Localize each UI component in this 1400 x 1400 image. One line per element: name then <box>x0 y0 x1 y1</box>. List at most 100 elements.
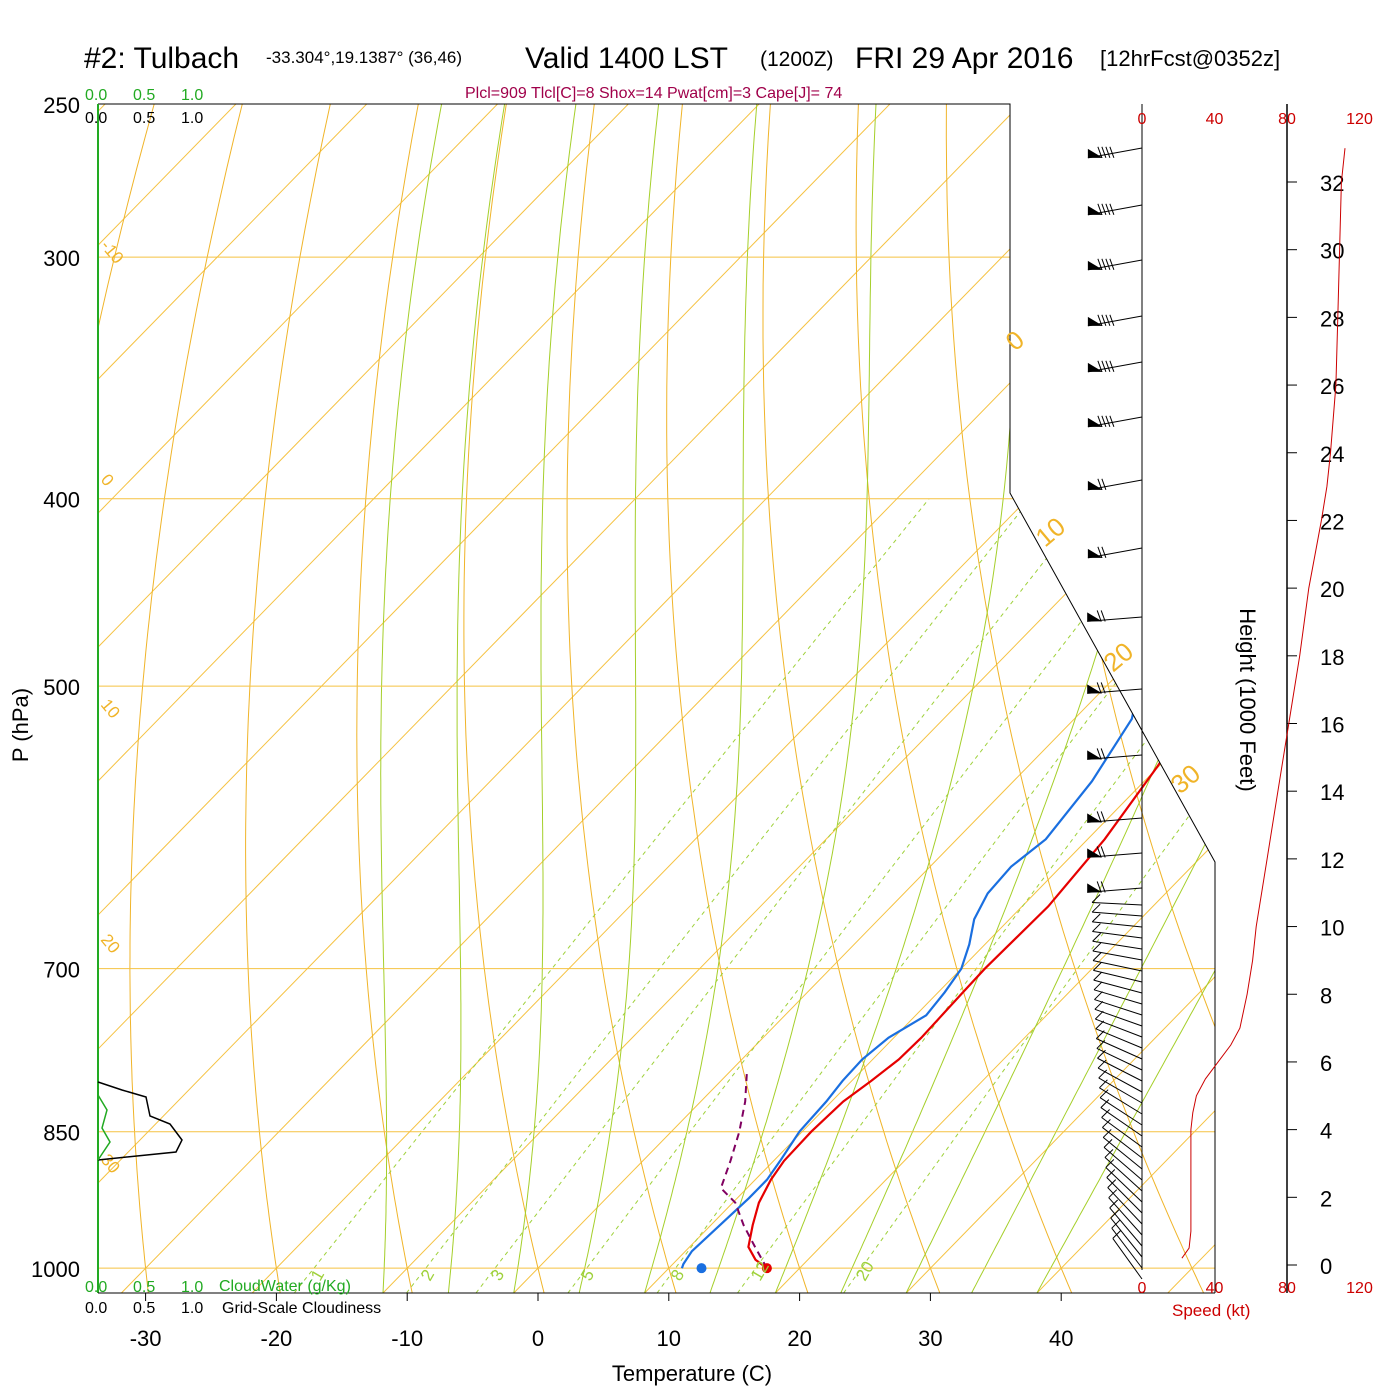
isotherm-line <box>98 104 289 1293</box>
cloud-top-black-0: 0.0 <box>85 110 107 127</box>
wind-barb <box>1093 969 1143 983</box>
wind-barb-feather <box>1105 415 1111 428</box>
cloudiness-label: Grid-Scale Cloudiness <box>222 1300 381 1317</box>
dry-adiabat-line <box>98 104 129 1293</box>
wind-barb-feather <box>1110 1209 1120 1219</box>
wind-barb <box>1105 1167 1143 1203</box>
isotherm-line <box>1167 104 1215 1293</box>
dry-adiabat-line <box>0 0 45 1293</box>
wind-barb-feather <box>1092 923 1101 932</box>
dry-adiabat-line <box>945 104 1205 1293</box>
wind-barb <box>1092 940 1143 950</box>
wind-barb-feather <box>1092 932 1101 942</box>
mixing-ratio-label: 2 <box>417 1266 438 1284</box>
temperature-line <box>747 136 1215 1270</box>
wind-barb <box>1100 1107 1143 1137</box>
mixing-ratio-label: 5 <box>577 1266 598 1284</box>
wind-barb-feather <box>1101 146 1107 159</box>
dry-adiabat-line <box>666 104 809 1293</box>
speed-tick-label-bottom: 40 <box>1206 1280 1224 1297</box>
wind-barb-feather <box>1112 1230 1122 1239</box>
wind-barb-pennant <box>1087 848 1103 858</box>
moist-adiabat-line <box>578 104 686 1293</box>
wind-barb <box>1102 1137 1143 1170</box>
x-tick-label: -30 <box>130 1326 162 1351</box>
wind-barb <box>1092 911 1143 917</box>
cloud-top-green-2: 1.0 <box>181 87 203 104</box>
speed-tick-label-top: 40 <box>1206 111 1224 128</box>
dry-adiabat-line <box>356 104 459 1293</box>
wind-barb-feather <box>1097 258 1103 271</box>
wind-barb-feather <box>1099 1089 1109 1099</box>
wind-barb <box>1092 950 1143 961</box>
cloud-axis-bottom: 0.0 0.5 1.0 CloudWater (g/Kg) 0.0 0.5 1.… <box>85 1278 381 1317</box>
wind-panel: 0246810121416182022242628303200404080801… <box>1087 104 1373 1297</box>
x-axis-title: Temperature (C) <box>612 1361 772 1386</box>
height-tick-label: 22 <box>1320 509 1344 534</box>
wind-barb <box>1112 1238 1143 1280</box>
dry-adiabat-line <box>566 104 677 1293</box>
wind-barb-feather <box>1101 546 1107 559</box>
isotherm-line <box>1036 104 1215 1293</box>
wind-barb <box>1098 1077 1143 1104</box>
height-tick-label: 26 <box>1320 374 1344 399</box>
forecast-date: FRI 29 Apr 2016 <box>855 42 1073 75</box>
y-tick-label: 500 <box>43 675 80 700</box>
cloudiness-profile <box>97 1081 183 1161</box>
wind-barb <box>1111 1227 1143 1269</box>
mixing-ratio-line <box>475 498 1094 1293</box>
wind-barb-pennant <box>1087 417 1103 427</box>
wind-barb-feather <box>1109 203 1115 216</box>
y-tick-label: 850 <box>43 1121 80 1146</box>
dry-adiabat-label: 20 <box>1098 636 1139 678</box>
wind-barb-feather <box>1097 314 1103 327</box>
surface-dewpoint-dot <box>696 1263 707 1274</box>
height-tick-label: 6 <box>1320 1051 1332 1076</box>
y-tick-label: 700 <box>43 958 80 983</box>
mixing-ratio-line <box>656 498 1215 1293</box>
forecast-cycle: [12hrFcst@0352z] <box>1100 46 1280 71</box>
dry-adiabat-line <box>855 104 1073 1293</box>
wind-barb-feather <box>1102 1129 1112 1138</box>
wind-barb <box>1096 1047 1143 1071</box>
speed-tick-label-bottom: 0 <box>1138 1280 1147 1297</box>
wind-barb-feather <box>1105 146 1111 159</box>
wind-barb-feather <box>1103 1139 1113 1148</box>
mixing-ratio-label: 12 <box>747 1258 773 1284</box>
cloud-top-green-0: 0.0 <box>85 87 107 104</box>
wind-barb-pennant <box>1087 316 1103 326</box>
x-tick-label: 0 <box>532 1326 544 1351</box>
isotherm-line <box>513 104 1215 1293</box>
isotherm-line <box>121 104 1215 1293</box>
cloud-top-black-2: 1.0 <box>181 110 203 127</box>
dry-adiabat-line <box>129 104 294 1293</box>
x-tick-label: -10 <box>391 1326 423 1351</box>
wind-barb-feather <box>1092 952 1102 962</box>
wind-barb-feather <box>1101 478 1107 491</box>
wind-barb-pennant <box>1087 148 1103 158</box>
wind-barb-feather <box>1096 610 1102 622</box>
dry-adiabat-line <box>245 104 377 1293</box>
x-tick-label: 20 <box>787 1326 811 1351</box>
x-tick-label: 40 <box>1049 1326 1073 1351</box>
wind-barb-feather <box>1109 314 1115 327</box>
wind-barb-pennant <box>1087 684 1103 694</box>
cloudwater-profile <box>97 1094 111 1161</box>
speed-tick-label-top: 80 <box>1278 111 1296 128</box>
moist-adiabat-line <box>447 104 541 1293</box>
x-tick-label: 10 <box>657 1326 681 1351</box>
wind-barb <box>1106 1177 1143 1214</box>
wind-barb-feather <box>1092 942 1102 952</box>
wind-barb-pennant <box>1087 260 1103 270</box>
wind-barb-feather <box>1100 610 1106 622</box>
wind-barb-feather <box>1095 1020 1105 1030</box>
y-tick-label: 400 <box>43 488 80 513</box>
wind-barb-pennant <box>1087 480 1103 490</box>
wind-barb-feather <box>1091 894 1101 903</box>
height-tick-label: 10 <box>1320 916 1344 941</box>
stability-params: Plcl=909 Tlcl[C]=8 Shox=14 Pwat[cm]=3 Ca… <box>465 85 842 102</box>
wind-barb-feather <box>1095 1030 1105 1039</box>
wind-barb <box>1097 1067 1143 1093</box>
wind-barb-feather <box>1105 1159 1115 1168</box>
height-tick-label: 14 <box>1320 780 1344 805</box>
